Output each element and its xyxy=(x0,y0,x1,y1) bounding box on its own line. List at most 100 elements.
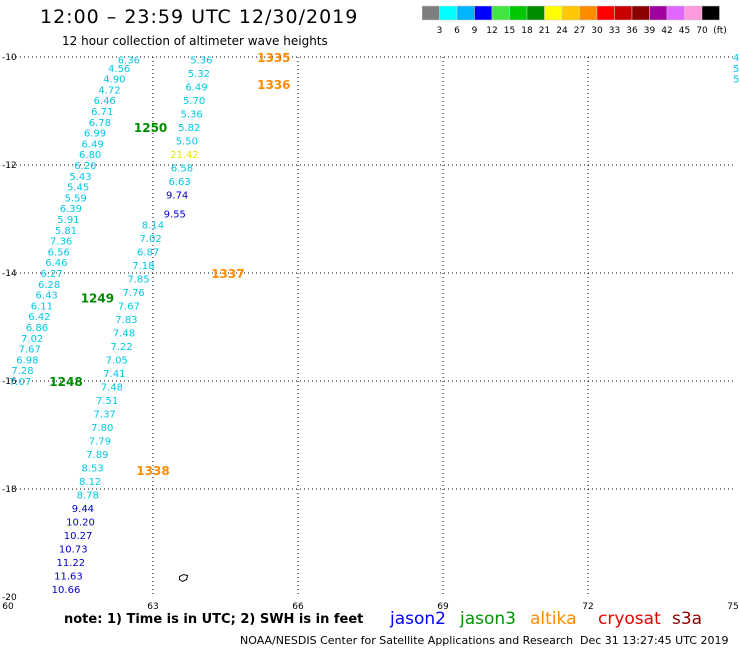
swh-value: 7.07 xyxy=(9,377,31,388)
scale-label: 42 xyxy=(661,26,672,36)
footer-note: note: 1) Time is in UTC; 2) SWH is in fe… xyxy=(64,612,364,627)
swh-value: 8.78 xyxy=(77,490,99,501)
swh-value: 10.73 xyxy=(59,544,88,555)
x-tick-label: 60 xyxy=(2,602,14,610)
time-label: 1248 xyxy=(49,375,82,389)
swh-value: 4.90 xyxy=(103,75,125,86)
swh-value: 10.27 xyxy=(64,531,93,542)
swh-value: 5.81 xyxy=(55,226,77,237)
swh-value: 7.02 xyxy=(21,334,43,345)
x-tick-label: 72 xyxy=(582,602,593,610)
swh-value: 9.55 xyxy=(164,210,186,221)
scale-label: 36 xyxy=(626,26,638,36)
satellite-s3a: s3a xyxy=(672,609,703,629)
swh-value: 6.27 xyxy=(40,269,62,280)
swh-value: 7.51 xyxy=(96,396,118,407)
track-middle: 8.14 7.02 6.87 7.18 7.85 7.76 7.67 7.83 7.48 7.22… xyxy=(52,220,164,596)
time-label: 1335 xyxy=(257,51,290,65)
scale-label: 9 xyxy=(472,26,478,36)
island-outline xyxy=(179,573,189,583)
scale-label: 39 xyxy=(644,26,656,36)
swh-value: 4.72 xyxy=(98,85,120,96)
swh-value: 7.67 xyxy=(118,301,140,312)
swh-value: 8.53 xyxy=(81,463,103,474)
swh-value: 6.86 xyxy=(26,323,48,334)
time-label: 1249 xyxy=(81,291,114,305)
scale-unit: (ft) xyxy=(713,26,727,36)
scale-label: 12 xyxy=(486,26,497,36)
swh-value: 5.43 xyxy=(69,172,91,183)
swh-value: 6.20 xyxy=(74,161,96,172)
swh-value: 7.05 xyxy=(106,355,128,366)
scale-label: 30 xyxy=(591,26,603,36)
swh-value: 10.20 xyxy=(66,517,95,528)
time-label: 1338 xyxy=(136,464,169,478)
swh-value: 6.36 xyxy=(118,56,140,67)
y-tick-label: -18 xyxy=(2,485,17,495)
swh-value: 5.36 xyxy=(190,56,212,67)
swh-value: 6.28 xyxy=(38,280,60,291)
swh-value: 5.50 xyxy=(176,137,198,148)
swh-value: 7.48 xyxy=(113,328,135,339)
swh-value: 7.83 xyxy=(115,315,137,326)
swh-value: 6.49 xyxy=(81,139,103,150)
swh-value: 6.78 xyxy=(89,118,111,129)
scale-swatch xyxy=(701,5,720,21)
satellite-jason2: jason2 xyxy=(390,609,446,629)
swh-value: 6.49 xyxy=(185,83,207,94)
swh-value: 7.85 xyxy=(127,274,149,285)
scale-label: 3 xyxy=(437,26,443,36)
swh-value: 6.58 xyxy=(171,164,193,175)
scale-label: 6 xyxy=(454,26,460,36)
y-tick-label: -16 xyxy=(2,377,17,387)
swh-value: 7.67 xyxy=(19,345,41,356)
swh-value: 6.56 xyxy=(48,247,70,258)
swh-value: 6.46 xyxy=(45,258,67,269)
swh-value: 5.59 xyxy=(65,193,87,204)
swh-value: 8.12 xyxy=(79,477,101,488)
swh-value: 7.02 xyxy=(139,234,161,245)
y-tick-label: -20 xyxy=(2,593,17,603)
swh-value: 9.74 xyxy=(166,191,188,202)
satellite-cryosat: cryosat xyxy=(598,609,661,629)
swh-value: 5.36 xyxy=(181,110,203,121)
time-label: 1337 xyxy=(211,267,244,281)
swh-value: 10.66 xyxy=(52,585,81,596)
swh-value: 7.22 xyxy=(110,342,132,353)
scale-label: 21 xyxy=(539,26,550,36)
scale-label: 27 xyxy=(574,26,585,36)
swh-value: 6.11 xyxy=(31,301,53,312)
map-subtitle: 12 hour collection of altimeter wave hei… xyxy=(62,34,328,48)
swh-value: 5.82 xyxy=(178,123,200,134)
scale-label: 15 xyxy=(504,26,515,36)
x-tick-label: 66 xyxy=(292,602,304,610)
swh-value: 6.43 xyxy=(36,291,58,302)
swh-value: 5.91 xyxy=(57,215,79,226)
swh-value: 7.89 xyxy=(86,450,108,461)
scale-label: 18 xyxy=(521,26,533,36)
swh-value: 5. xyxy=(733,75,740,86)
satellite-altika: altika xyxy=(530,609,577,629)
swh-value: 11.63 xyxy=(54,571,83,582)
y-tick-label: -14 xyxy=(2,269,17,279)
swh-value: 7.36 xyxy=(50,237,72,248)
scale-label: 70 xyxy=(696,26,708,36)
scale-label: 24 xyxy=(556,26,568,36)
scale-label: 45 xyxy=(679,26,690,36)
swh-value: 6.42 xyxy=(28,312,50,323)
swh-value: 5. xyxy=(733,64,740,75)
swh-value: 8.14 xyxy=(142,220,164,231)
swh-value: 5.45 xyxy=(67,183,89,194)
swh-value: 6.63 xyxy=(168,177,190,188)
time-label: 1250 xyxy=(134,121,167,135)
swh-value: 9.44 xyxy=(72,504,94,515)
swh-value: 7.28 xyxy=(11,366,33,377)
swh-value: 21.42 xyxy=(170,150,199,161)
swh-value: 7.80 xyxy=(91,423,113,434)
generated-timestamp: Dec 31 13:27:45 UTC 2019 xyxy=(580,634,729,647)
swh-value: 4. xyxy=(733,53,740,64)
swh-value: 7.79 xyxy=(89,436,111,447)
wave-height-color-scale: 3 6 9 12 15 18 21 24 27 30 33 36 39 42 45 70 (ft) xyxy=(422,5,727,36)
satellite-jason3: jason3 xyxy=(460,609,516,629)
time-label: 1336 xyxy=(257,78,290,92)
